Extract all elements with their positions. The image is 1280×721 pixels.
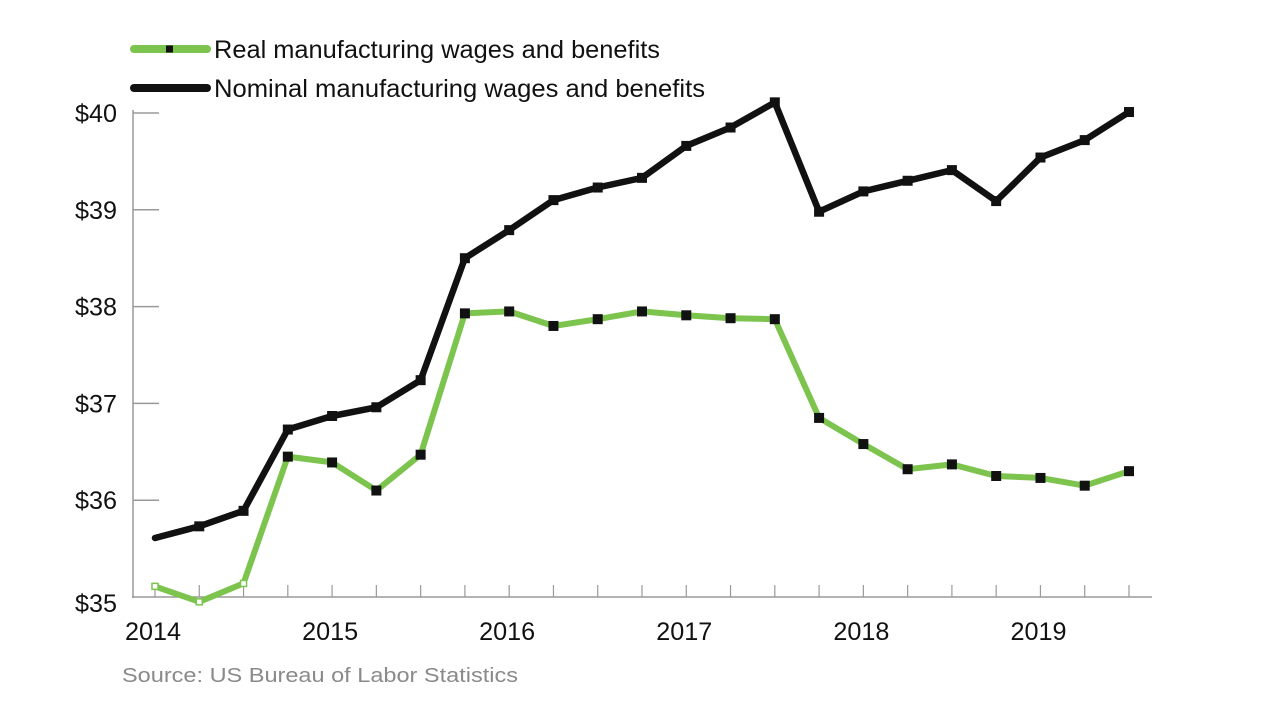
x-tick-label: 2014 bbox=[125, 618, 181, 646]
series-real bbox=[151, 306, 1134, 606]
data-point bbox=[194, 521, 205, 532]
y-tick-label: $37 bbox=[75, 390, 117, 418]
y-tick-label: $40 bbox=[75, 100, 117, 128]
x-tick-label: 2016 bbox=[479, 618, 535, 646]
data-point bbox=[282, 451, 293, 462]
data-point bbox=[238, 505, 249, 516]
data-point bbox=[725, 313, 736, 324]
x-tick-label: 2015 bbox=[302, 618, 358, 646]
data-point bbox=[637, 172, 647, 183]
legend-item-real: Real manufacturing wages and benefits bbox=[130, 36, 660, 64]
x-ticks bbox=[154, 585, 1130, 597]
data-point bbox=[1079, 135, 1090, 146]
legend-item-nominal: Nominal manufacturing wages and benefits bbox=[130, 75, 705, 103]
data-point bbox=[1124, 107, 1134, 118]
data-point bbox=[946, 459, 957, 470]
data-point bbox=[858, 439, 869, 450]
data-point bbox=[282, 424, 293, 435]
x-tick-label: 2019 bbox=[1010, 618, 1066, 646]
data-point bbox=[769, 97, 780, 108]
x-tick-label: 2018 bbox=[833, 618, 889, 646]
data-point bbox=[946, 165, 957, 176]
data-point bbox=[1035, 152, 1046, 163]
legend: Real manufacturing wages and benefits No… bbox=[130, 36, 705, 103]
y-tick-labels: $35 $36 $37 $38 $39 $40 bbox=[75, 100, 117, 618]
data-point bbox=[592, 314, 603, 325]
data-point bbox=[504, 225, 515, 236]
data-point bbox=[725, 122, 736, 133]
x-tick-label: 2017 bbox=[656, 618, 712, 646]
y-tick-label: $38 bbox=[75, 294, 117, 322]
y-tick-label: $36 bbox=[75, 487, 117, 515]
y-tick-label: $39 bbox=[75, 197, 117, 225]
data-point bbox=[1124, 466, 1134, 477]
data-point bbox=[814, 206, 825, 217]
data-point bbox=[991, 471, 1002, 481]
data-point bbox=[991, 196, 1002, 207]
data-point bbox=[592, 182, 603, 193]
data-point bbox=[902, 175, 913, 186]
legend-marker-real bbox=[166, 45, 173, 53]
data-point bbox=[548, 195, 559, 206]
data-point bbox=[195, 598, 204, 606]
series-nominal bbox=[151, 97, 1134, 542]
data-point bbox=[814, 412, 825, 423]
plot-area bbox=[151, 97, 1134, 606]
data-point bbox=[327, 457, 338, 468]
data-point bbox=[1079, 480, 1090, 491]
data-point bbox=[459, 253, 470, 264]
source-note: Source: US Bureau of Labor Statistics bbox=[122, 665, 518, 687]
axes: $35$36$37$38$39$40 2014 2015 2016 2017 2018 2… bbox=[75, 100, 1152, 646]
data-point bbox=[548, 320, 559, 331]
data-point bbox=[637, 306, 647, 317]
x-tick-labels: 2014 2015 2016 2017 2018 2019 bbox=[125, 618, 1066, 646]
data-point bbox=[415, 449, 426, 460]
data-point bbox=[504, 306, 515, 317]
data-point bbox=[371, 485, 382, 496]
data-point bbox=[1035, 472, 1046, 483]
data-point bbox=[902, 464, 913, 475]
data-point bbox=[371, 402, 382, 413]
data-point bbox=[769, 314, 780, 325]
real-wages-line bbox=[152, 308, 1132, 605]
data-point bbox=[239, 579, 248, 588]
data-point bbox=[415, 375, 426, 386]
data-point bbox=[327, 410, 338, 421]
y-ticks bbox=[133, 112, 159, 501]
data-point bbox=[858, 186, 869, 197]
data-point bbox=[681, 310, 692, 321]
data-point bbox=[459, 308, 470, 319]
data-point bbox=[151, 582, 159, 591]
legend-label-nominal: Nominal manufacturing wages and benefits bbox=[214, 75, 705, 103]
legend-label-real: Real manufacturing wages and benefits bbox=[214, 36, 660, 64]
data-point bbox=[681, 140, 692, 151]
y-tick-label: $35 bbox=[75, 590, 117, 618]
